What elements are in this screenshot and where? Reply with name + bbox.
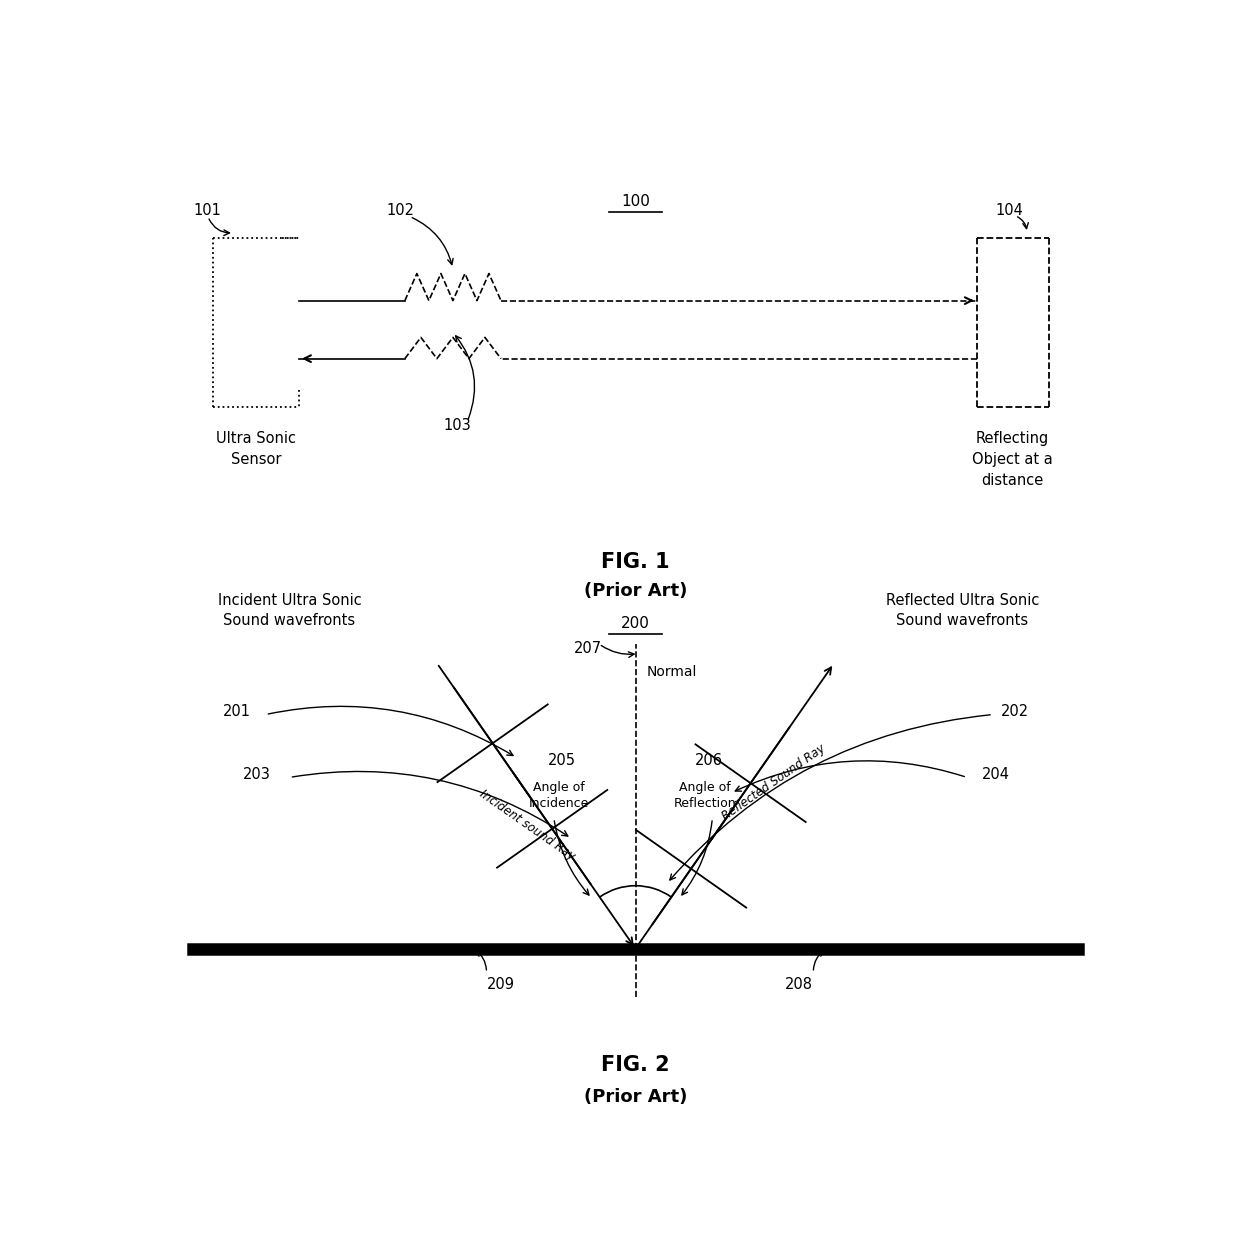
Text: Angle of
Incidence: Angle of Incidence bbox=[528, 781, 589, 810]
Text: 205: 205 bbox=[548, 752, 575, 767]
Text: Reflected Ultra Sonic
Sound wavefronts: Reflected Ultra Sonic Sound wavefronts bbox=[885, 593, 1039, 628]
Text: 103: 103 bbox=[444, 418, 471, 433]
Text: 208: 208 bbox=[785, 977, 813, 992]
Text: Incident sound Ray: Incident sound Ray bbox=[477, 788, 578, 863]
Text: Angle of
Reflection: Angle of Reflection bbox=[673, 781, 737, 810]
Text: FIG. 1: FIG. 1 bbox=[601, 551, 670, 571]
Text: 104: 104 bbox=[996, 203, 1024, 219]
Text: 204: 204 bbox=[982, 767, 1009, 782]
Text: 206: 206 bbox=[696, 752, 723, 767]
Text: 201: 201 bbox=[223, 705, 250, 720]
Text: 200: 200 bbox=[621, 617, 650, 632]
Text: 203: 203 bbox=[243, 767, 270, 782]
Text: FIG. 2: FIG. 2 bbox=[601, 1055, 670, 1075]
Text: Normal: Normal bbox=[647, 666, 697, 679]
Text: (Prior Art): (Prior Art) bbox=[584, 582, 687, 600]
Text: Ultra Sonic
Sensor: Ultra Sonic Sensor bbox=[216, 431, 296, 467]
Text: 202: 202 bbox=[1001, 705, 1029, 720]
Text: (Prior Art): (Prior Art) bbox=[584, 1088, 687, 1105]
Text: Incident Ultra Sonic
Sound wavefronts: Incident Ultra Sonic Sound wavefronts bbox=[218, 593, 361, 628]
Text: 209: 209 bbox=[487, 977, 515, 992]
Text: 102: 102 bbox=[386, 203, 414, 219]
Text: Reflected Sound Ray: Reflected Sound Ray bbox=[719, 741, 827, 823]
Text: 207: 207 bbox=[574, 641, 601, 656]
Text: 100: 100 bbox=[621, 193, 650, 208]
Text: 101: 101 bbox=[193, 203, 221, 219]
Text: Reflecting
Object at a
distance: Reflecting Object at a distance bbox=[972, 431, 1053, 489]
